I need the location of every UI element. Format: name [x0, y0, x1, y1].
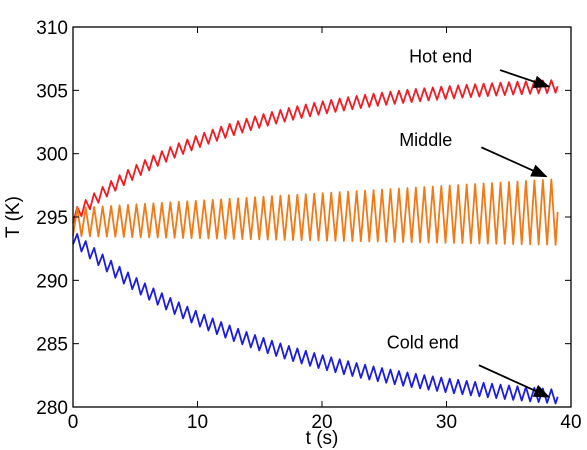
plot-frame	[72, 26, 572, 408]
annotation-label: Hot end	[409, 46, 472, 66]
x-tick-label: 10	[187, 412, 208, 433]
y-tick-label: 285	[36, 335, 68, 356]
plot-background	[73, 27, 571, 407]
x-tick-label: 0	[68, 412, 79, 433]
x-tick-label: 30	[436, 412, 457, 433]
annotation-arrow	[478, 364, 551, 398]
annotation-arrow	[499, 69, 551, 88]
series-layer	[72, 79, 559, 405]
tick-layer: 0 10 20 30 40 280 285 290 295 300 305 310	[36, 18, 581, 433]
x-axis-label: t (s)	[306, 428, 339, 449]
y-tick-label: 300	[36, 145, 68, 166]
series-cold-end	[72, 233, 559, 405]
series-hot-end	[72, 79, 559, 224]
y-tick-label: 310	[36, 18, 68, 39]
x-tick-label: 40	[560, 412, 581, 433]
y-tick-label: 295	[36, 208, 68, 229]
x-tick-label: 20	[311, 412, 332, 433]
annotation-label: Cold end	[387, 333, 459, 353]
y-axis-label: T (K)	[3, 196, 24, 238]
y-tick-label: 290	[36, 271, 68, 292]
annotation-layer: Hot end Middle Cold end	[387, 46, 551, 398]
series-middle	[72, 178, 559, 246]
y-tick-label: 305	[36, 81, 68, 102]
annotation-arrow	[480, 146, 548, 178]
annotation-label: Middle	[399, 130, 452, 150]
y-tick-label: 280	[36, 398, 68, 419]
